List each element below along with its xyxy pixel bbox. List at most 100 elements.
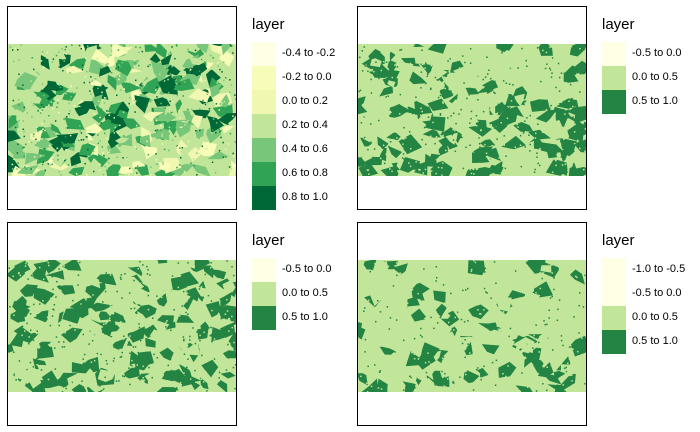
raster-speckle: [145, 351, 147, 354]
raster-speckle: [224, 276, 227, 278]
raster-speckle: [47, 378, 50, 381]
raster-speckle: [539, 271, 541, 274]
raster-speckle: [401, 157, 404, 159]
raster-speckle: [36, 298, 39, 300]
raster-speckle: [42, 300, 44, 302]
raster-speckle: [454, 92, 456, 94]
raster-speckle: [421, 336, 423, 338]
raster-speckle: [387, 360, 390, 362]
raster-speckle: [366, 391, 369, 392]
raster-parcel: [108, 263, 123, 276]
raster-speckle: [201, 354, 203, 357]
raster-parcel: [361, 319, 372, 332]
raster-speckle: [109, 358, 111, 361]
raster-image: [358, 44, 586, 176]
raster-speckle: [397, 263, 399, 265]
raster-speckle: [20, 44, 22, 46]
raster-speckle: [493, 70, 495, 72]
raster-parcel: [201, 359, 219, 378]
raster-speckle: [369, 270, 371, 273]
raster-speckle: [402, 143, 404, 145]
raster-speckle: [439, 113, 442, 115]
raster-speckle: [215, 103, 218, 105]
raster-speckle: [204, 140, 206, 143]
raster-speckle: [41, 83, 44, 86]
raster-speckle: [392, 138, 395, 141]
raster-speckle: [112, 360, 115, 362]
raster-speckle: [479, 146, 481, 148]
raster-speckle: [419, 149, 421, 151]
raster-speckle: [83, 81, 85, 84]
raster-speckle: [58, 84, 60, 86]
raster-speckle: [530, 121, 532, 124]
raster-speckle: [549, 46, 551, 48]
raster-speckle: [573, 337, 575, 340]
raster-parcel: [25, 44, 40, 59]
raster-speckle: [182, 336, 185, 338]
raster-speckle: [495, 359, 498, 362]
raster-speckle: [538, 168, 540, 170]
raster-parcel: [361, 150, 373, 162]
raster-speckle: [577, 262, 580, 265]
raster-speckle: [103, 347, 106, 350]
raster-parcel: [45, 270, 65, 280]
raster-parcel: [470, 71, 489, 82]
raster-speckle: [122, 135, 125, 137]
raster-speckle: [480, 129, 482, 132]
raster-parcel: [407, 296, 420, 307]
raster-speckle: [169, 73, 172, 75]
raster-speckle: [102, 113, 105, 116]
raster-parcel: [465, 169, 481, 176]
raster-speckle: [470, 268, 473, 271]
raster-speckle: [85, 290, 87, 292]
raster-speckle: [576, 72, 578, 74]
raster-speckle: [195, 312, 198, 315]
raster-parcel: [462, 369, 480, 385]
raster-parcel: [379, 85, 393, 97]
raster-speckle: [505, 82, 508, 84]
raster-speckle: [128, 102, 130, 105]
raster-speckle: [17, 162, 19, 164]
raster-speckle: [420, 87, 422, 89]
raster-parcel: [377, 298, 392, 309]
raster-speckle: [420, 107, 422, 109]
raster-speckle: [142, 113, 144, 116]
raster-speckle: [385, 366, 387, 368]
raster-parcel: [420, 92, 443, 102]
raster-speckle: [214, 151, 217, 154]
raster-speckle: [109, 360, 112, 363]
raster-parcel: [62, 356, 78, 366]
raster-speckle: [36, 357, 38, 360]
raster-speckle: [178, 164, 181, 166]
raster-speckle: [471, 330, 474, 332]
raster-speckle: [515, 383, 517, 386]
raster-speckle: [373, 307, 375, 309]
raster-parcel: [534, 281, 554, 299]
raster-parcel: [466, 133, 478, 145]
raster-speckle: [483, 365, 485, 367]
raster-speckle: [175, 78, 177, 80]
raster-speckle: [447, 316, 450, 318]
raster-speckle: [103, 332, 106, 335]
raster-speckle: [519, 144, 522, 146]
raster-speckle: [189, 335, 191, 338]
raster-speckle: [403, 389, 405, 391]
raster-speckle: [514, 324, 517, 326]
legend-item: 0.0 to 0.2: [252, 90, 372, 114]
raster-speckle: [108, 317, 111, 319]
raster-parcel: [205, 69, 221, 86]
raster-speckle: [579, 48, 581, 50]
raster-speckle: [51, 61, 54, 63]
raster-speckle: [94, 329, 96, 332]
raster-speckle: [465, 373, 467, 376]
raster-speckle: [385, 367, 387, 369]
raster-speckle: [219, 130, 221, 133]
raster-speckle: [106, 72, 109, 75]
raster-speckle: [17, 272, 20, 275]
raster-speckle: [404, 94, 407, 97]
raster-speckle: [89, 267, 92, 269]
raster-speckle: [27, 278, 29, 280]
raster-parcel: [50, 84, 64, 92]
raster-speckle: [151, 109, 153, 112]
raster-speckle: [98, 330, 100, 333]
